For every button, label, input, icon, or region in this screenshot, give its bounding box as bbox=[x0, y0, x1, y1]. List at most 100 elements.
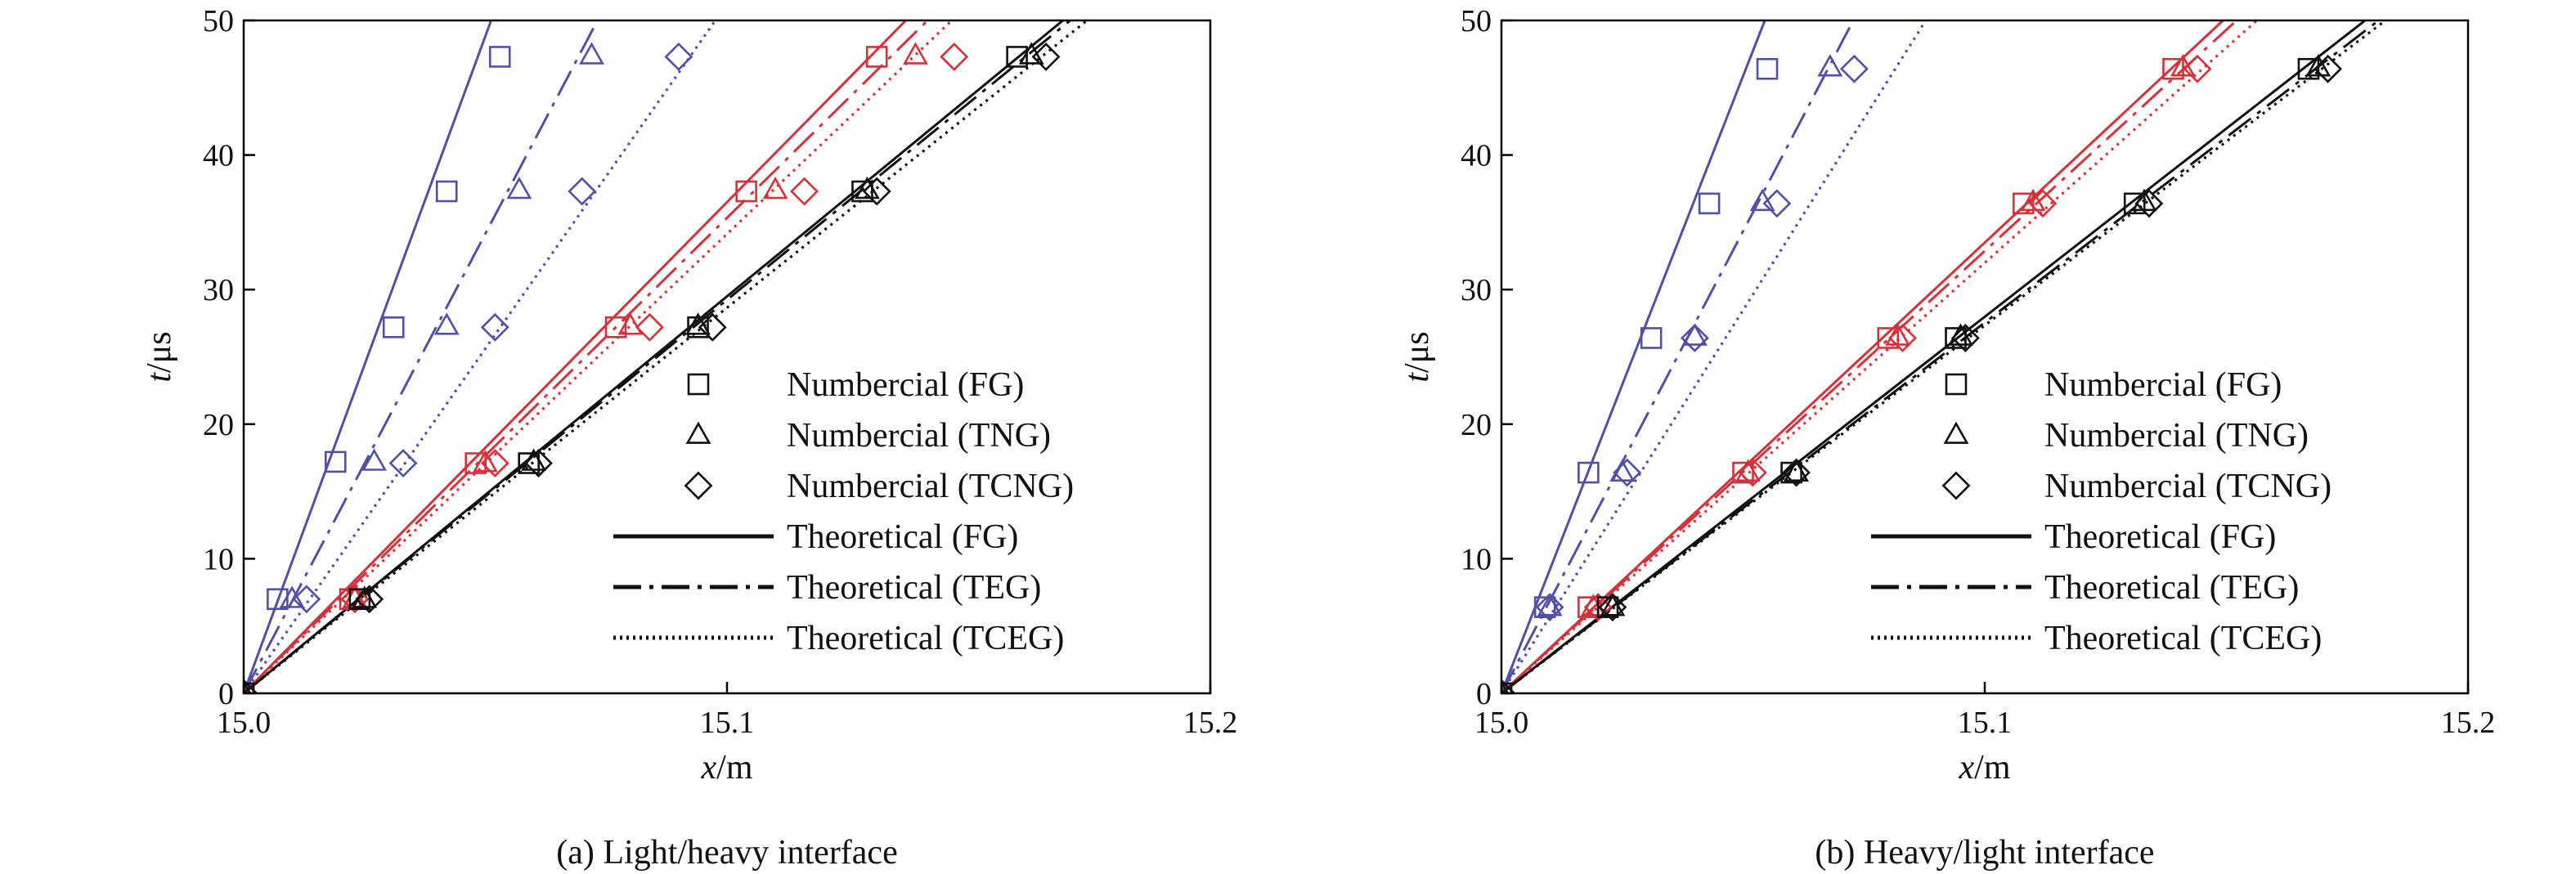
marker-blue-diamond-4 bbox=[1762, 189, 1792, 218]
y-axis-label: t/μs bbox=[1398, 331, 1436, 382]
marker-red-triangle-4 bbox=[762, 176, 788, 199]
x-axis-label: x/m bbox=[1959, 749, 2011, 787]
marker-black-triangle-0 bbox=[1501, 679, 1510, 693]
marker-blue-square-1 bbox=[267, 588, 289, 611]
legend-label: Theoretical (FG) bbox=[2044, 518, 2276, 556]
theory-line-black-dotted bbox=[244, 20, 1088, 693]
marker-blue-triangle-5 bbox=[579, 42, 604, 65]
theory-line-blue-dotted bbox=[1501, 20, 1928, 693]
y-tick-label: 20 bbox=[203, 408, 234, 442]
marker-blue-triangle-4 bbox=[506, 176, 532, 199]
y-tick-label: 0 bbox=[1476, 677, 1492, 711]
marker-blue-diamond-5 bbox=[664, 43, 693, 71]
marker-red-square-4 bbox=[735, 180, 757, 203]
x-tick-label: 15.0 bbox=[217, 706, 272, 740]
marker-black-triangle-1 bbox=[1600, 594, 1626, 616]
legend-label: Numbercial (TNG) bbox=[787, 417, 1051, 455]
y-axis-label: t/μs bbox=[141, 331, 178, 382]
marker-red-diamond-4 bbox=[2028, 189, 2058, 218]
marker-red-diamond-1 bbox=[340, 585, 370, 614]
marker-red-square-2 bbox=[464, 452, 487, 474]
marker-black-diamond-2 bbox=[524, 449, 553, 477]
theory-line-blue-dashdot bbox=[1501, 20, 1855, 693]
marker-red-square-5 bbox=[865, 46, 888, 68]
marker-red-square-3 bbox=[1877, 327, 1900, 349]
legend-marker-diamond bbox=[1941, 471, 1971, 500]
marker-blue-diamond-3 bbox=[1680, 324, 1709, 352]
marker-black-diamond-5 bbox=[2313, 54, 2343, 83]
theory-line-black-solid bbox=[1501, 20, 2367, 693]
marker-blue-triangle-1 bbox=[279, 585, 305, 608]
legend-label: Numbercial (TCNG) bbox=[2044, 468, 2331, 505]
marker-black-square-3 bbox=[1945, 327, 1967, 349]
x-tick-label: 15.1 bbox=[700, 706, 755, 740]
marker-black-diamond-0 bbox=[1501, 679, 1516, 693]
panel-b-heavy-light: 0 10 20 30 40 50 15.0 15.1 15.2 x/m t/μs (b) Heavy/… bbox=[1398, 4, 2495, 872]
legend-label: Theoretical (TCEG) bbox=[2044, 620, 2322, 657]
y-tick-label: 10 bbox=[1461, 542, 1492, 576]
marker-blue-diamond-1 bbox=[1535, 593, 1564, 622]
legend: Numbercial (FG) Numbercial (TNG) Numbercia… bbox=[613, 366, 1074, 657]
legend-marker-square bbox=[1945, 373, 1968, 396]
y-tick-label: 10 bbox=[203, 542, 234, 576]
y-tick-label: 40 bbox=[1461, 139, 1492, 173]
x-axis-label: x/m bbox=[701, 749, 753, 787]
marker-black-diamond-4 bbox=[2134, 189, 2164, 218]
plot-frame bbox=[1500, 19, 2470, 695]
plot-area bbox=[244, 20, 1088, 693]
panel-caption: (b) Heavy/light interface bbox=[1815, 834, 2154, 872]
marker-red-triangle-3 bbox=[617, 312, 644, 335]
theory-line-black-dashdot bbox=[244, 20, 1071, 693]
marker-black-diamond-3 bbox=[698, 312, 727, 342]
marker-blue-diamond-3 bbox=[480, 312, 509, 342]
legend-marker-triangle bbox=[1943, 421, 1969, 444]
marker-black-diamond-3 bbox=[1950, 324, 1980, 352]
marker-black-triangle-5 bbox=[2305, 54, 2331, 77]
marker-black-diamond-1 bbox=[355, 585, 384, 614]
marker-red-diamond-5 bbox=[2183, 54, 2212, 83]
theory-line-blue-dashdot bbox=[244, 20, 599, 693]
y-tick-label: 50 bbox=[203, 4, 234, 38]
marker-blue-square-2 bbox=[324, 450, 347, 473]
panel-a-light-heavy: 0 10 20 30 40 50 15.0 15.1 15.2 x/m t/μs (a) Light/… bbox=[141, 4, 1237, 872]
marker-black-square-5 bbox=[2297, 57, 2320, 80]
marker-black-triangle-0 bbox=[244, 679, 252, 693]
panel-caption: (a) Light/heavy interface bbox=[556, 834, 897, 872]
legend-label: Theoretical (TEG) bbox=[787, 569, 1041, 607]
marker-blue-diamond-2 bbox=[1613, 458, 1642, 487]
legend-label: Theoretical (TCEG) bbox=[787, 620, 1064, 657]
theory-line-black-dotted bbox=[1501, 20, 2386, 693]
marker-red-diamond-2 bbox=[480, 449, 509, 477]
legend-label: Numbercial (TNG) bbox=[2044, 417, 2309, 455]
marker-black-square-2 bbox=[1780, 461, 1802, 484]
theory-line-red-dashdot bbox=[1501, 20, 2237, 693]
marker-red-diamond-5 bbox=[940, 43, 969, 71]
x-tick-label: 15.0 bbox=[1474, 706, 1529, 740]
legend-label: Numbercial (FG) bbox=[787, 366, 1024, 404]
marker-black-triangle-2 bbox=[1784, 459, 1809, 482]
marker-black-square-1 bbox=[348, 588, 371, 611]
plot-frame bbox=[242, 19, 1212, 695]
marker-blue-square-4 bbox=[435, 180, 458, 203]
plot-area bbox=[1501, 20, 2386, 693]
marker-blue-triangle-2 bbox=[361, 448, 387, 471]
legend-label: Theoretical (TEG) bbox=[2044, 569, 2299, 607]
marker-black-square-1 bbox=[1596, 596, 1619, 618]
marker-red-triangle-5 bbox=[903, 42, 928, 65]
marker-blue-square-3 bbox=[1640, 327, 1663, 349]
marker-blue-triangle-1 bbox=[1537, 594, 1563, 616]
marker-blue-diamond-1 bbox=[292, 585, 321, 614]
marker-blue-diamond-4 bbox=[568, 177, 597, 206]
theory-line-blue-dotted bbox=[244, 20, 717, 693]
marker-red-diamond-3 bbox=[1888, 324, 1917, 352]
marker-blue-square-1 bbox=[1533, 596, 1556, 618]
marker-black-square-4 bbox=[851, 180, 873, 203]
marker-blue-square-5 bbox=[1756, 57, 1779, 80]
marker-blue-square-5 bbox=[488, 46, 511, 68]
marker-blue-square-3 bbox=[382, 316, 405, 338]
marker-black-square-3 bbox=[687, 316, 709, 338]
marker-blue-diamond-5 bbox=[1839, 54, 1869, 83]
legend-label: Theoretical (FG) bbox=[787, 518, 1018, 556]
marker-red-diamond-4 bbox=[790, 177, 819, 206]
theory-line-black-solid bbox=[244, 20, 1064, 693]
